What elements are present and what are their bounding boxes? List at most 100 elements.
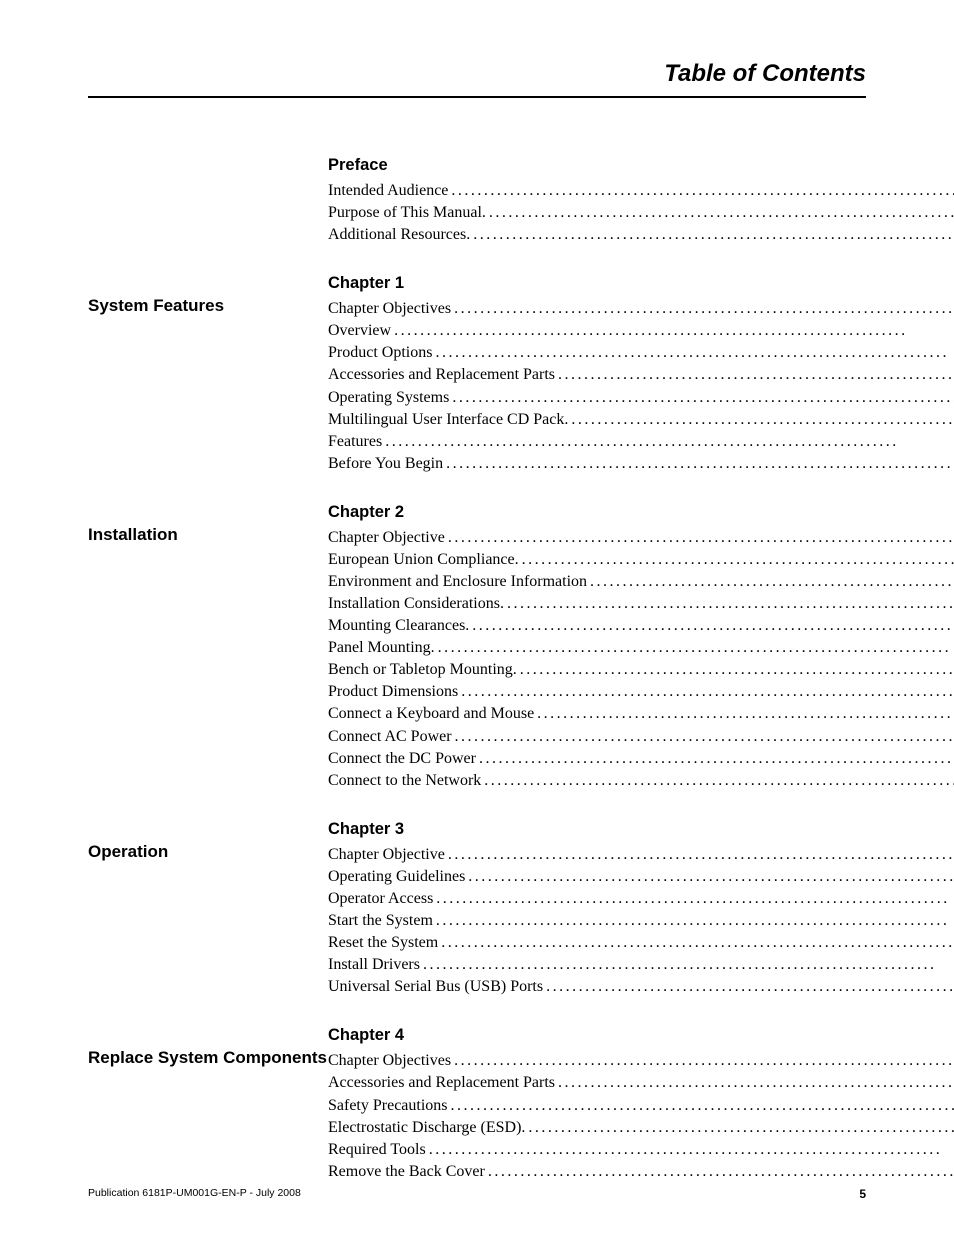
toc-entry: Connect the DC Power ...................… bbox=[328, 748, 954, 770]
toc-leader-dots: ........................................… bbox=[449, 387, 954, 409]
toc-section: Replace System ComponentsChapter 4Chapte… bbox=[88, 1026, 866, 1182]
toc-entry-label: Chapter Objective bbox=[328, 527, 445, 549]
toc-entry: Overview ...............................… bbox=[328, 320, 954, 342]
toc-entry-label: Universal Serial Bus (USB) Ports bbox=[328, 976, 543, 998]
toc-entry: Environment and Enclosure Information ..… bbox=[328, 571, 954, 593]
toc-entry: Installation Considerations. ...........… bbox=[328, 593, 954, 615]
toc-entry: Accessories and Replacement Parts ......… bbox=[328, 364, 954, 386]
toc-entry-label: Connect AC Power bbox=[328, 726, 452, 748]
toc-leader-dots: ........................................… bbox=[391, 320, 954, 342]
toc-entry-label: Accessories and Replacement Parts bbox=[328, 1072, 555, 1094]
section-body: Preface Intended Audience ...............… bbox=[328, 156, 954, 246]
toc-section: InstallationChapter 2Chapter Objective .… bbox=[88, 503, 866, 792]
toc-leader-dots: ........................................… bbox=[465, 866, 954, 888]
section-body: Chapter 1Chapter Objectives ............… bbox=[328, 274, 954, 475]
toc-leader-dots: ........................................… bbox=[452, 726, 954, 748]
toc-leader-dots: ........................................… bbox=[438, 932, 954, 954]
toc-entry-label: Bench or Tabletop Mounting. bbox=[328, 659, 517, 681]
toc-leader-dots: ........................................… bbox=[451, 1050, 954, 1072]
toc-entry-label: Installation Considerations. bbox=[328, 593, 504, 615]
toc-entry-label: Operating Systems bbox=[328, 387, 449, 409]
toc-entry: Mounting Clearances. ...................… bbox=[328, 615, 954, 637]
toc-entry: Universal Serial Bus (USB) Ports .......… bbox=[328, 976, 954, 998]
section-side: Operation bbox=[88, 820, 328, 999]
toc-entry-label: Connect to the Network bbox=[328, 770, 481, 792]
toc-leader-dots: ........................................… bbox=[587, 571, 954, 593]
toc-entry: Additional Resources. ..................… bbox=[328, 224, 954, 246]
toc-leader-dots: ........................................… bbox=[445, 527, 954, 549]
toc-entry: Chapter Objective ......................… bbox=[328, 844, 954, 866]
section-body: Chapter 4Chapter Objectives ............… bbox=[328, 1026, 954, 1182]
toc-entry: Bench or Tabletop Mounting. ............… bbox=[328, 659, 954, 681]
toc-entry-label: Chapter Objectives bbox=[328, 298, 451, 320]
section-side: Installation bbox=[88, 503, 328, 792]
toc-entry-label: Mounting Clearances. bbox=[328, 615, 469, 637]
toc-leader-dots: ........................................… bbox=[555, 364, 954, 386]
toc-entry-label: Environment and Enclosure Information bbox=[328, 571, 587, 593]
toc-entry-label: Features bbox=[328, 431, 382, 453]
toc-entry-label: Additional Resources. bbox=[328, 224, 470, 246]
toc-entry-label: Safety Precautions bbox=[328, 1095, 448, 1117]
toc-entry: Chapter Objectives .....................… bbox=[328, 1050, 954, 1072]
toc-entry: Required Tools .........................… bbox=[328, 1139, 954, 1161]
toc-leader-dots: ........................................… bbox=[420, 954, 954, 976]
toc-leader-dots: ........................................… bbox=[519, 549, 954, 571]
toc-leader-dots: ........................................… bbox=[443, 453, 954, 475]
toc-entry: Connect AC Power .......................… bbox=[328, 726, 954, 748]
toc-entry: Remove the Back Cover ..................… bbox=[328, 1161, 954, 1183]
toc-entry: Purpose of This Manual. ................… bbox=[328, 202, 954, 224]
toc-leader-dots: ........................................… bbox=[433, 888, 954, 910]
section-label: Replace System Components bbox=[88, 1048, 328, 1068]
toc-leader-dots: ........................................… bbox=[476, 748, 954, 770]
toc-entry: Features ...............................… bbox=[328, 431, 954, 453]
section-label: System Features bbox=[88, 296, 328, 316]
section-label: Installation bbox=[88, 525, 328, 545]
toc-entry: Connect to the Network .................… bbox=[328, 770, 954, 792]
toc-leader-dots: ........................................… bbox=[517, 659, 954, 681]
section-label: Operation bbox=[88, 842, 328, 862]
toc-entry-label: Multilingual User Interface CD Pack. bbox=[328, 409, 568, 431]
toc-entry: Before You Begin .......................… bbox=[328, 453, 954, 475]
toc-section: PrefaceIntended Audience ...............… bbox=[88, 156, 866, 246]
toc-entry-label: Connect the DC Power bbox=[328, 748, 476, 770]
toc-entry-label: Purpose of This Manual. bbox=[328, 202, 486, 224]
toc-entry: Chapter Objectives .....................… bbox=[328, 298, 954, 320]
toc-entry: Electrostatic Discharge (ESD). .........… bbox=[328, 1117, 954, 1139]
toc-section: OperationChapter 3Chapter Objective ....… bbox=[88, 820, 866, 999]
toc-entry: Panel Mounting. ........................… bbox=[328, 637, 954, 659]
header: Table of Contents bbox=[88, 60, 866, 120]
toc-entry: Operator Access ........................… bbox=[328, 888, 954, 910]
toc-entry: European Union Compliance. .............… bbox=[328, 549, 954, 571]
section-body: Chapter 2Chapter Objective .............… bbox=[328, 503, 954, 792]
chapter-heading: Preface bbox=[328, 156, 954, 175]
toc-entry-label: Remove the Back Cover bbox=[328, 1161, 485, 1183]
toc-entry: Safety Precautions .....................… bbox=[328, 1095, 954, 1117]
toc-leader-dots: ........................................… bbox=[470, 224, 954, 246]
toc-leader-dots: ........................................… bbox=[485, 1161, 954, 1183]
section-side bbox=[88, 156, 328, 246]
toc-leader-dots: ........................................… bbox=[525, 1117, 954, 1139]
toc-leader-dots: ........................................… bbox=[534, 703, 954, 725]
toc-entry: Connect a Keyboard and Mouse ...........… bbox=[328, 703, 954, 725]
toc-leader-dots: ........................................… bbox=[504, 593, 954, 615]
toc-entry-label: Accessories and Replacement Parts bbox=[328, 364, 555, 386]
toc-entry: Accessories and Replacement Parts ......… bbox=[328, 1072, 954, 1094]
toc-entry: Install Drivers ........................… bbox=[328, 954, 954, 976]
toc-leader-dots: ........................................… bbox=[432, 342, 954, 364]
toc-entry-label: Chapter Objectives bbox=[328, 1050, 451, 1072]
toc-entry-label: Before You Begin bbox=[328, 453, 443, 475]
toc-entry: Operating Systems ......................… bbox=[328, 387, 954, 409]
toc-section: System FeaturesChapter 1Chapter Objectiv… bbox=[88, 274, 866, 475]
toc-entry: Start the System .......................… bbox=[328, 910, 954, 932]
section-body: Chapter 3Chapter Objective .............… bbox=[328, 820, 954, 999]
toc-leader-dots: ........................................… bbox=[469, 615, 954, 637]
toc-entry-label: Product Dimensions bbox=[328, 681, 458, 703]
toc-entry: Intended Audience ......................… bbox=[328, 180, 954, 202]
toc-entry-label: European Union Compliance. bbox=[328, 549, 519, 571]
section-side: Replace System Components bbox=[88, 1026, 328, 1182]
toc-content: PrefaceIntended Audience ...............… bbox=[88, 156, 866, 1183]
toc-leader-dots: ........................................… bbox=[448, 180, 954, 202]
toc-entry-label: Product Options bbox=[328, 342, 432, 364]
toc-entry: Reset the System .......................… bbox=[328, 932, 954, 954]
toc-entry-label: Panel Mounting. bbox=[328, 637, 435, 659]
